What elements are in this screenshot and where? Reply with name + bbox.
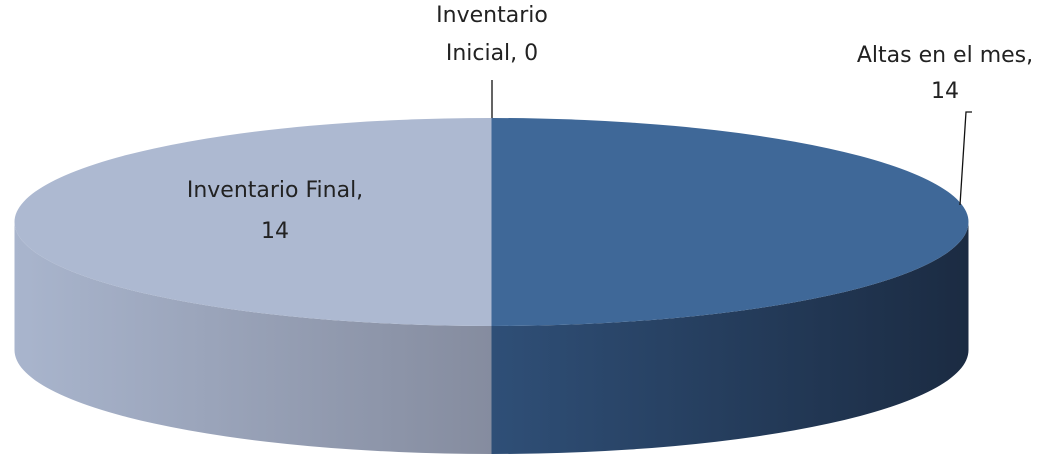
data-label-line: Altas en el mes, <box>857 43 1033 68</box>
data-label-line: Inventario <box>436 3 548 28</box>
data-label-line: 14 <box>261 219 289 244</box>
data-label-line: Inicial, 0 <box>446 41 538 66</box>
data-label-line: 14 <box>931 79 959 104</box>
pie-slice <box>491 118 969 326</box>
pie-side <box>14 222 492 454</box>
pie-sides <box>14 222 969 454</box>
leader-line <box>959 111 972 206</box>
pie-slice <box>14 118 492 326</box>
pie-side <box>491 222 969 454</box>
pie-tops <box>14 118 969 326</box>
data-label: Altas en el mes, 14 <box>857 43 1033 104</box>
data-label-line: Inventario Final, <box>187 178 363 203</box>
data-labels: Inventario Inicial, 0 Altas en el mes, 14In… <box>187 3 1033 244</box>
data-label: Inventario Final, 14 <box>187 178 363 244</box>
data-label: Inventario Inicial, 0 <box>436 3 548 66</box>
